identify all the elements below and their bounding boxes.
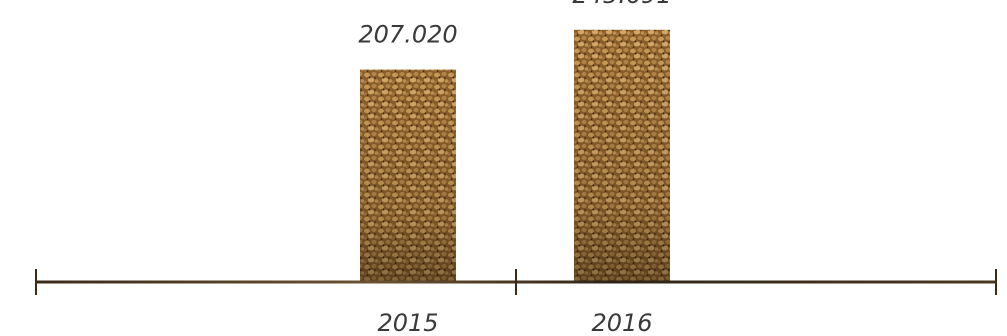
bar-shade-2016 — [574, 29, 670, 283]
category-label-2015: 2015 — [377, 309, 438, 336]
category-label-2016: 2016 — [591, 309, 652, 336]
value-label-2015: 207.020 — [358, 21, 457, 49]
value-label-2016: 245.691 — [572, 0, 671, 9]
bar-shade-2015 — [360, 69, 456, 282]
